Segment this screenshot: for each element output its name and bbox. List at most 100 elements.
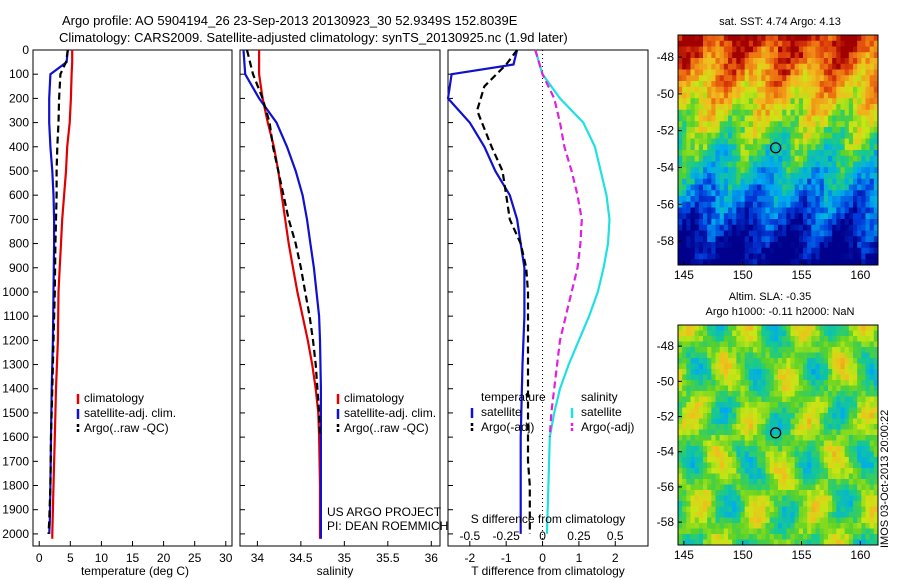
map-cell [836,81,841,88]
map-cell [815,512,821,518]
map-cell [840,132,846,139]
map-cell [723,242,729,249]
map-cell [728,253,733,260]
map-cell [778,127,783,134]
map-cell [844,121,850,128]
map-cell [715,490,721,496]
map-cell [857,462,862,469]
map-cell [698,52,704,59]
map-cell [794,247,800,254]
map-cell [798,127,804,134]
map-cell [744,40,750,47]
map-cell [753,121,758,128]
map-cell [690,167,696,174]
map-cell [848,138,854,145]
map-cell [853,440,858,447]
map-cell [761,501,766,507]
map-cell [690,207,696,214]
map-cell [873,440,879,447]
map-cell [848,201,854,208]
map-cell [869,127,875,134]
map-cell [873,69,879,76]
map-cell [844,46,850,53]
map-cell [869,109,875,116]
map-cell [794,207,800,214]
map-cell [857,213,862,220]
map-cell [803,184,808,191]
map-cell [815,517,821,524]
map-cell [794,473,800,480]
map-cell [748,534,754,540]
map-cell [740,92,746,99]
map-cell [811,259,816,266]
map-cell [748,155,754,162]
map-cell [732,539,737,546]
series-line [534,49,611,534]
map-cell [753,523,758,529]
map-cell [865,40,871,47]
map-cell [798,69,804,76]
map-cell [844,161,850,168]
map-cell [698,457,704,463]
map-cell [682,104,687,111]
map-cell [819,115,825,122]
map-cell [703,178,708,185]
map-cell [773,523,779,529]
map-cell [753,219,758,226]
map-cell [723,196,729,203]
map-cell [832,109,837,116]
map-cell [740,407,746,414]
map-cell [819,161,825,168]
map-cell [790,173,796,180]
map-cell [769,52,775,59]
map-cell [757,451,762,458]
map-cell [740,429,746,436]
map-cell [832,35,837,42]
map-cell [811,435,816,441]
map-cell [740,63,746,70]
map-cell [698,347,704,353]
map-cell [790,201,796,208]
map-cell [832,429,837,436]
map-cell [853,325,858,331]
map-cell [823,440,829,447]
map-cell [732,35,737,42]
map-cell [773,92,779,99]
map-cell [828,259,833,266]
map-cell [803,352,808,359]
map-cell [778,184,783,191]
map-cell [844,259,850,266]
map-cell [794,253,800,260]
map-cell [865,104,871,111]
map-cell [686,35,691,42]
map-cell [865,380,871,386]
map-cell [698,440,704,447]
map-cell [865,109,871,116]
map-cell [765,391,771,397]
map-cell [748,196,754,203]
map-cell [740,380,746,386]
map-cell [782,247,787,254]
map-cell [840,446,846,452]
map-cell [723,435,729,441]
map-cell [686,92,691,99]
map-cell [865,429,871,436]
map-cell [765,468,771,474]
map-cell [861,517,866,524]
map-cell [686,341,691,348]
map-cell [803,473,808,480]
map-cell [711,534,716,540]
map-cell [857,144,862,151]
map-cell [790,144,796,151]
map-cell [757,512,762,518]
map-cell [765,201,771,208]
map-cell [853,167,858,174]
map-cell [698,391,704,397]
map-cell [740,501,746,507]
map-cell [678,63,683,70]
map-cell [811,440,816,447]
map-cell [723,155,729,162]
map-cell [682,178,687,185]
map-cell [836,495,841,502]
map-cell [865,385,871,392]
